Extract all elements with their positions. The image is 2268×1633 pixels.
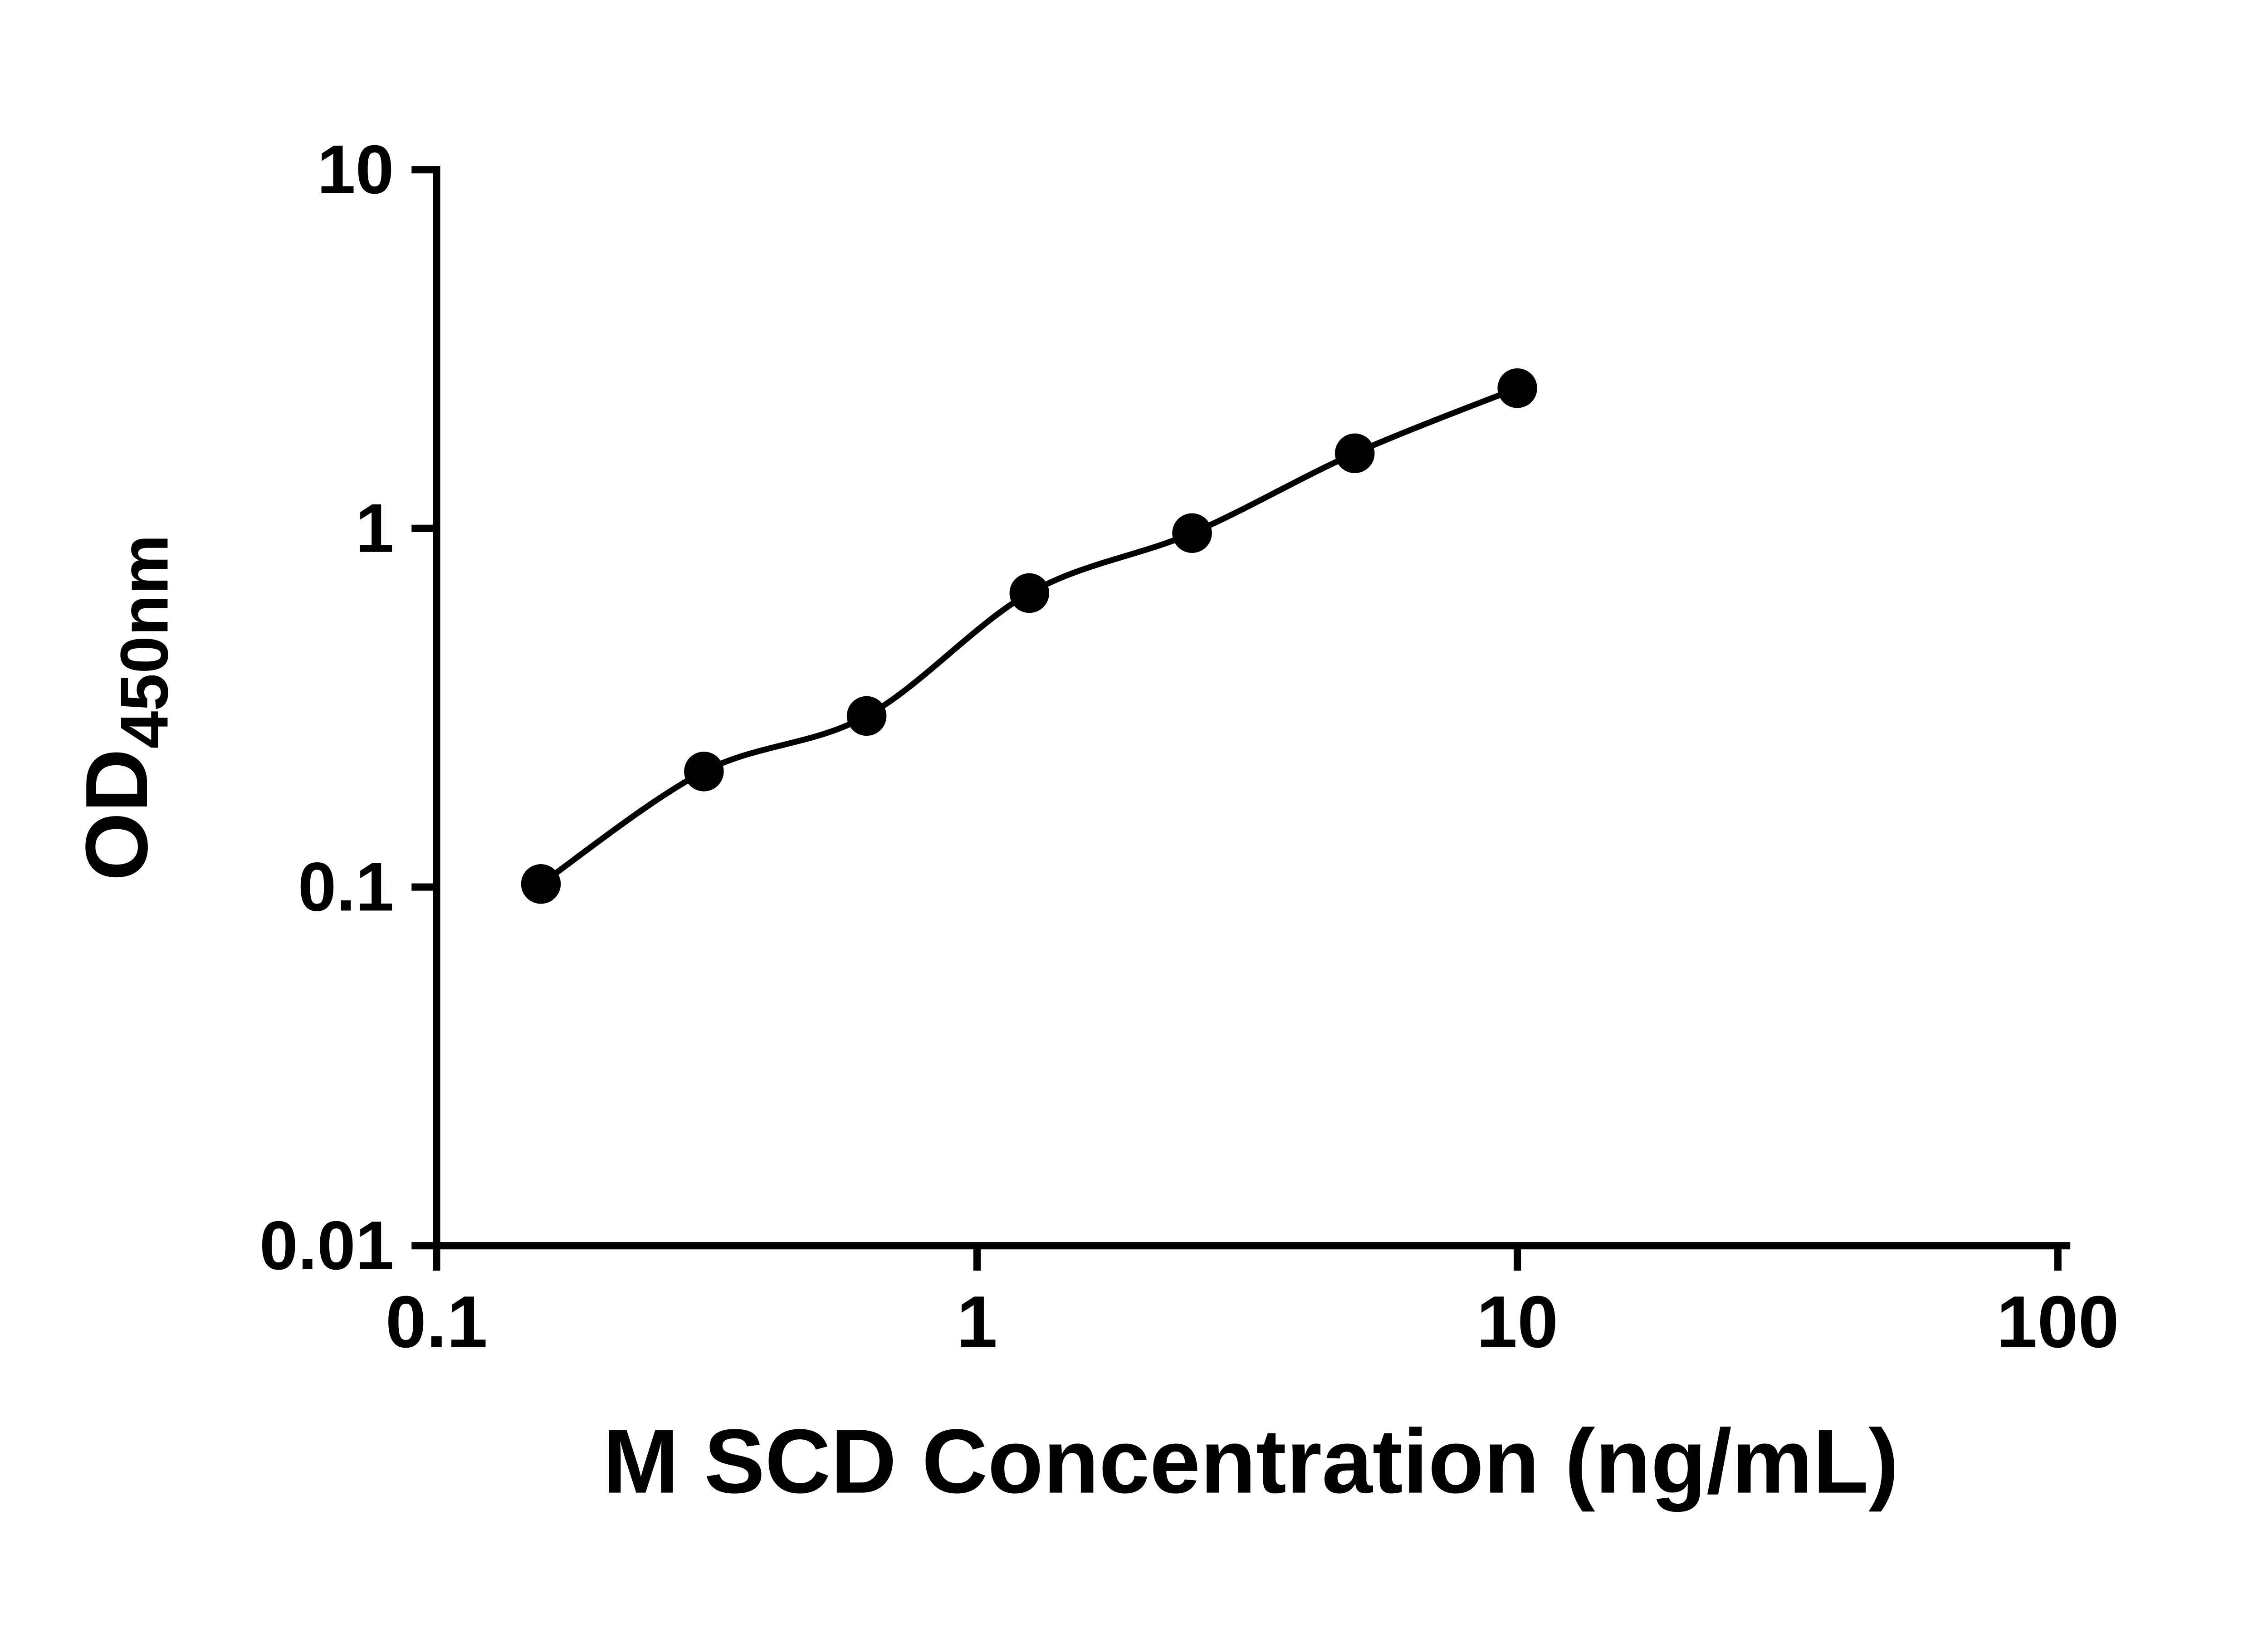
y-axis-title-sub: 450nm	[106, 534, 182, 748]
data-point	[1497, 368, 1537, 408]
x-tick-label: 1	[957, 1281, 997, 1363]
axis-spine	[433, 166, 2071, 1250]
x-tick-label: 0.1	[386, 1281, 488, 1363]
y-tick-label: 0.1	[298, 848, 394, 925]
data-point	[1334, 433, 1375, 474]
data-point	[1009, 573, 1050, 613]
y-axis-title-main: OD	[68, 749, 166, 881]
y-axis-title: OD450nm	[68, 534, 182, 881]
y-tick-label: 0.01	[259, 1207, 394, 1284]
x-tick-label: 10	[1476, 1281, 1558, 1363]
data-point	[521, 864, 561, 904]
y-tick-label: 10	[317, 131, 394, 208]
data-point	[1172, 513, 1212, 553]
x-axis-title: M SCD Concentration (ng/mL)	[603, 1410, 1899, 1512]
data-point	[684, 752, 724, 792]
data-point	[846, 696, 887, 736]
x-tick-label: 100	[1996, 1281, 2119, 1363]
y-tick-label: 1	[356, 490, 394, 567]
